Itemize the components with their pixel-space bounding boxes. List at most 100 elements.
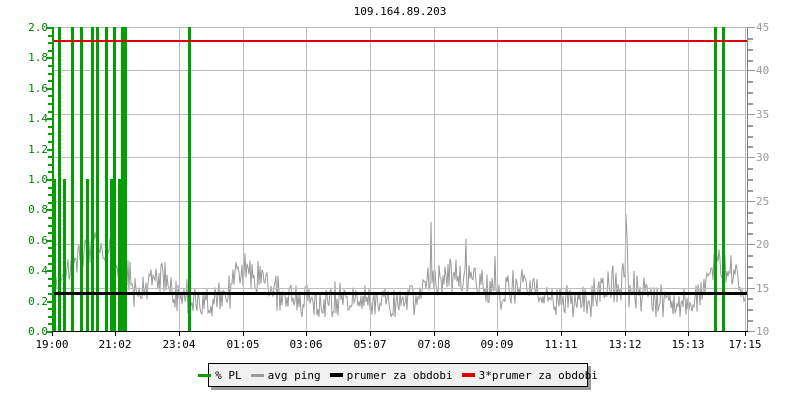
packet-loss-bar bbox=[96, 27, 99, 331]
right-axis-minor-tick bbox=[748, 168, 753, 170]
x-axis-tick bbox=[625, 331, 626, 336]
right-axis-major-tick bbox=[748, 201, 755, 202]
left-axis-tick-label: 1.2 bbox=[28, 142, 48, 156]
vertical-gridline bbox=[561, 27, 562, 331]
left-axis-minor-tick bbox=[48, 80, 52, 82]
left-axis-minor-tick bbox=[48, 141, 52, 143]
left-axis-minor-tick bbox=[48, 95, 52, 97]
avg-ping-series bbox=[52, 214, 748, 318]
left-axis-minor-tick bbox=[48, 35, 52, 37]
right-axis-major-tick bbox=[748, 244, 755, 245]
x-axis-tick bbox=[561, 331, 562, 336]
right-axis-minor-tick bbox=[748, 125, 753, 127]
x-axis-tick bbox=[745, 331, 746, 336]
left-axis-minor-tick bbox=[48, 323, 52, 325]
right-axis-minor-tick bbox=[748, 309, 753, 311]
left-axis-minor-tick bbox=[48, 285, 52, 287]
packet-loss-bar bbox=[124, 27, 127, 331]
left-axis-major-tick bbox=[47, 179, 53, 181]
avg-ping-line bbox=[52, 214, 748, 318]
packet-loss-bar bbox=[91, 27, 94, 331]
left-axis-minor-tick bbox=[48, 126, 52, 128]
period-average-line bbox=[52, 292, 748, 295]
left-axis-tick-label: 1.8 bbox=[28, 51, 48, 65]
left-axis-spine bbox=[52, 27, 54, 332]
legend-label: % PL bbox=[215, 368, 242, 382]
right-axis-minor-tick bbox=[748, 233, 753, 235]
left-axis-minor-tick bbox=[48, 65, 52, 67]
page-title: 109.164.89.203 bbox=[353, 5, 447, 18]
left-axis-minor-tick bbox=[48, 217, 52, 219]
right-axis-major-tick bbox=[748, 114, 755, 115]
left-axis-minor-tick bbox=[48, 308, 52, 310]
left-axis-minor-tick bbox=[48, 255, 52, 257]
x-axis-tick bbox=[434, 331, 435, 336]
packet-loss-bar bbox=[80, 27, 83, 331]
left-axis-minor-tick bbox=[48, 42, 52, 44]
left-axis-tick-label: 1.4 bbox=[28, 112, 48, 126]
packet-loss-bar bbox=[722, 27, 725, 331]
legend-color-swatch bbox=[329, 373, 343, 377]
x-axis-spine bbox=[52, 331, 749, 332]
right-axis-minor-tick bbox=[748, 277, 753, 279]
right-axis-minor-tick bbox=[748, 190, 753, 192]
left-axis-major-tick bbox=[47, 57, 53, 59]
legend-label: prumer za obdobi bbox=[346, 368, 453, 382]
left-axis-major-tick bbox=[47, 88, 53, 90]
right-axis-minor-tick bbox=[748, 298, 753, 300]
left-axis-minor-tick bbox=[48, 187, 52, 189]
left-axis-major-tick bbox=[47, 27, 53, 29]
packet-loss-bar bbox=[121, 27, 124, 331]
right-axis-minor-tick bbox=[748, 60, 753, 62]
vertical-gridline bbox=[688, 27, 689, 331]
right-axis-tick-label: 35 bbox=[756, 107, 770, 121]
x-axis-tick-label: 19:00 bbox=[35, 338, 69, 351]
right-axis-minor-tick bbox=[748, 92, 753, 94]
x-axis-tick-label: 15:13 bbox=[671, 338, 705, 351]
left-axis-minor-tick bbox=[48, 202, 52, 204]
legend-label: 3*prumer za obdobi bbox=[478, 368, 598, 382]
right-axis-minor-tick bbox=[748, 222, 753, 224]
right-axis-minor-tick bbox=[748, 136, 753, 138]
left-axis-minor-tick bbox=[48, 111, 52, 113]
left-axis-major-tick bbox=[47, 331, 53, 333]
left-axis-minor-tick bbox=[48, 263, 52, 265]
x-axis-tick bbox=[370, 331, 371, 336]
packet-loss-bar bbox=[110, 179, 113, 331]
legend-color-swatch bbox=[461, 373, 475, 377]
right-axis-minor-tick bbox=[748, 49, 753, 51]
vertical-gridline bbox=[370, 27, 371, 331]
legend-label: avg ping bbox=[267, 368, 321, 382]
right-axis-minor-tick bbox=[748, 179, 753, 181]
packet-loss-bar bbox=[58, 27, 61, 331]
right-axis-minor-tick bbox=[748, 212, 753, 214]
x-axis-tick-label: 21:02 bbox=[98, 338, 132, 351]
legend-avg-ping: avg ping bbox=[250, 368, 321, 382]
right-axis-minor-tick bbox=[748, 146, 753, 148]
x-axis-tick-label: 03:06 bbox=[289, 338, 323, 351]
left-axis-minor-tick bbox=[48, 316, 52, 318]
right-axis-major-tick bbox=[748, 288, 755, 289]
left-axis-minor-tick bbox=[48, 50, 52, 52]
packet-loss-bar bbox=[63, 179, 66, 331]
x-axis-tick-label: 23:04 bbox=[162, 338, 196, 351]
left-axis-major-tick bbox=[47, 240, 53, 242]
horizontal-gridline bbox=[52, 114, 748, 115]
right-axis-major-tick bbox=[748, 331, 755, 332]
horizontal-gridline bbox=[52, 201, 748, 202]
packet-loss-bar bbox=[53, 179, 56, 331]
x-axis-tick-label: 01:05 bbox=[226, 338, 260, 351]
horizontal-gridline bbox=[52, 157, 748, 158]
left-axis-major-tick bbox=[47, 301, 53, 303]
right-axis-spine bbox=[747, 27, 748, 332]
left-axis-minor-tick bbox=[48, 164, 52, 166]
left-axis-tick-label: 1.6 bbox=[28, 81, 48, 95]
legend-color-swatch bbox=[250, 373, 264, 377]
right-axis-minor-tick bbox=[748, 103, 753, 105]
right-axis-tick-label: 45 bbox=[756, 21, 770, 34]
left-axis-minor-tick bbox=[48, 73, 52, 75]
right-axis-tick-label: 40 bbox=[756, 64, 770, 78]
horizontal-gridline bbox=[52, 27, 748, 28]
left-axis-major-tick bbox=[47, 270, 53, 272]
